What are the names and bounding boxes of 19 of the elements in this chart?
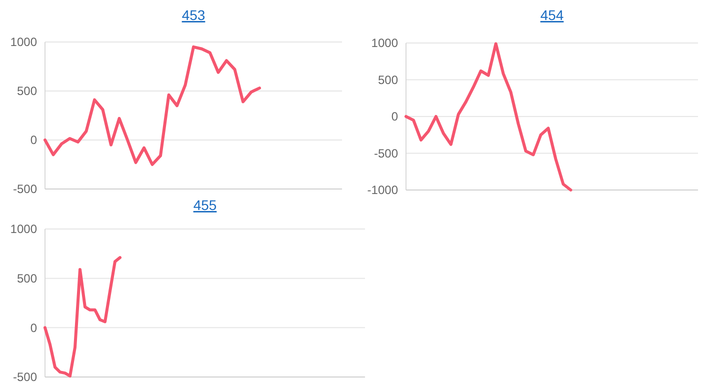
chart-title: 453 (182, 7, 206, 23)
line-series (44, 45, 261, 166)
y-tick-label: 0 (391, 110, 398, 124)
chart-title: 455 (193, 197, 217, 213)
y-tick-label: -1000 (367, 183, 398, 198)
y-tick-label: 0 (30, 133, 38, 148)
y-tick-label: -500 (12, 182, 38, 196)
y-tick-label: 1000 (371, 36, 398, 50)
y-tick-label: -500 (374, 146, 398, 160)
y-tick-label: 1000 (10, 222, 38, 236)
y-tick-label: 500 (16, 84, 38, 98)
line-series (44, 256, 122, 378)
y-tick-label: -500 (12, 370, 38, 383)
line-series (404, 42, 572, 192)
chart-title: 454 (540, 7, 564, 23)
y-tick-label: 1000 (10, 35, 38, 50)
y-tick-label: 500 (378, 72, 398, 87)
y-tick-label: 500 (16, 272, 38, 286)
y-tick-label: 0 (30, 320, 38, 335)
